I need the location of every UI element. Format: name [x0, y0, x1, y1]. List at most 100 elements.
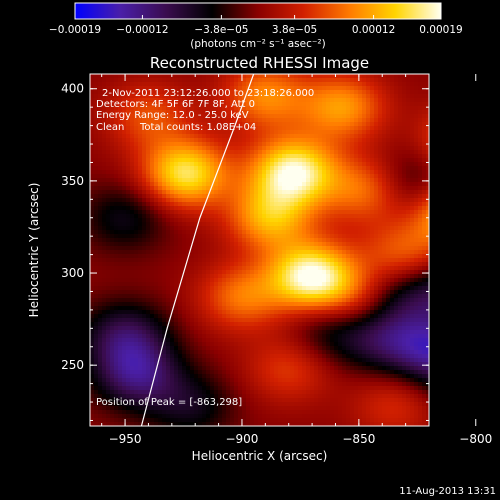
heatmap-cell [250, 170, 255, 175]
heatmap-cell [222, 162, 227, 167]
heatmap-cell [246, 126, 251, 131]
heatmap-cell [98, 90, 103, 95]
heatmap-cell [402, 282, 407, 287]
heatmap-cell [146, 194, 151, 199]
heatmap-cell [154, 126, 159, 131]
heatmap-cell [198, 246, 203, 251]
heatmap-cell [298, 178, 303, 183]
heatmap-cell [98, 142, 103, 147]
heatmap-cell [346, 226, 351, 231]
heatmap-cell [342, 114, 347, 119]
heatmap-cell [222, 86, 227, 91]
heatmap-cell [374, 166, 379, 171]
heatmap-cell [110, 98, 115, 103]
heatmap-cell [282, 146, 287, 151]
heatmap-cell [126, 194, 131, 199]
heatmap-cell [266, 94, 271, 99]
heatmap-cell [306, 146, 311, 151]
heatmap-cell [126, 294, 131, 299]
heatmap-cell [246, 278, 251, 283]
heatmap-cell [366, 110, 371, 115]
heatmap-cell [202, 202, 207, 207]
heatmap-cell [366, 130, 371, 135]
heatmap-cell [282, 218, 287, 223]
heatmap-cell [266, 306, 271, 311]
heatmap-cell [306, 214, 311, 219]
heatmap-cell [294, 242, 299, 247]
heatmap-cell [198, 222, 203, 227]
heatmap-cell [290, 158, 295, 163]
heatmap-cell [410, 302, 415, 307]
heatmap-cell [274, 210, 279, 215]
heatmap-cell [238, 234, 243, 239]
heatmap-cell [306, 198, 311, 203]
heatmap-cell [418, 82, 423, 87]
heatmap-cell [198, 206, 203, 211]
heatmap-cell [330, 78, 335, 83]
heatmap-cell [234, 194, 239, 199]
heatmap-cell [346, 238, 351, 243]
heatmap-cell [198, 234, 203, 239]
heatmap-cell [154, 274, 159, 279]
heatmap-cell [342, 98, 347, 103]
heatmap-cell [394, 178, 399, 183]
heatmap-cell [154, 170, 159, 175]
heatmap-cell [122, 90, 127, 95]
heatmap-cell [274, 254, 279, 259]
heatmap-cell [134, 114, 139, 119]
heatmap-cell [258, 222, 263, 227]
heatmap-cell [310, 254, 315, 259]
heatmap-cell [198, 78, 203, 83]
heatmap-cell [374, 202, 379, 207]
heatmap-cell [350, 82, 355, 87]
heatmap-cell [218, 302, 223, 307]
heatmap-cell [394, 226, 399, 231]
heatmap-cell [406, 230, 411, 235]
heatmap-cell [166, 298, 171, 303]
heatmap-cell [378, 278, 383, 283]
heatmap-cell [302, 218, 307, 223]
heatmap-cell [358, 142, 363, 147]
heatmap-cell [94, 178, 99, 183]
heatmap-cell [350, 114, 355, 119]
heatmap-cell [142, 242, 147, 247]
heatmap-cell [90, 90, 95, 95]
heatmap-cell [246, 90, 251, 95]
heatmap-cell [306, 222, 311, 227]
heatmap-cell [110, 274, 115, 279]
heatmap-cell [174, 146, 179, 151]
heatmap-cell [270, 206, 275, 211]
heatmap-cell [342, 182, 347, 187]
heatmap-cell [342, 262, 347, 267]
heatmap-cell [310, 114, 315, 119]
heatmap-cell [210, 214, 215, 219]
heatmap-cell [334, 226, 339, 231]
heatmap-cell [214, 190, 219, 195]
heatmap-cell [110, 190, 115, 195]
heatmap-cell [138, 86, 143, 91]
heatmap-cell [418, 206, 423, 211]
heatmap-cell [254, 154, 259, 159]
heatmap-cell [330, 150, 335, 155]
heatmap-cell [234, 86, 239, 91]
heatmap-cell [326, 178, 331, 183]
heatmap-cell [94, 198, 99, 203]
heatmap-cell [102, 158, 107, 163]
heatmap-cell [298, 114, 303, 119]
heatmap-cell [118, 102, 123, 107]
heatmap-cell [182, 206, 187, 211]
heatmap-cell [126, 110, 131, 115]
heatmap-cell [118, 162, 123, 167]
heatmap-cell [174, 170, 179, 175]
heatmap-cell [302, 102, 307, 107]
heatmap-cell [226, 166, 231, 171]
heatmap-cell [198, 194, 203, 199]
heatmap-cell [382, 162, 387, 167]
heatmap-cell [246, 218, 251, 223]
heatmap-cell [202, 190, 207, 195]
heatmap-cell [146, 254, 151, 259]
heatmap-cell [170, 302, 175, 307]
heatmap-cell [370, 234, 375, 239]
heatmap-cell [374, 162, 379, 167]
heatmap-cell [394, 154, 399, 159]
